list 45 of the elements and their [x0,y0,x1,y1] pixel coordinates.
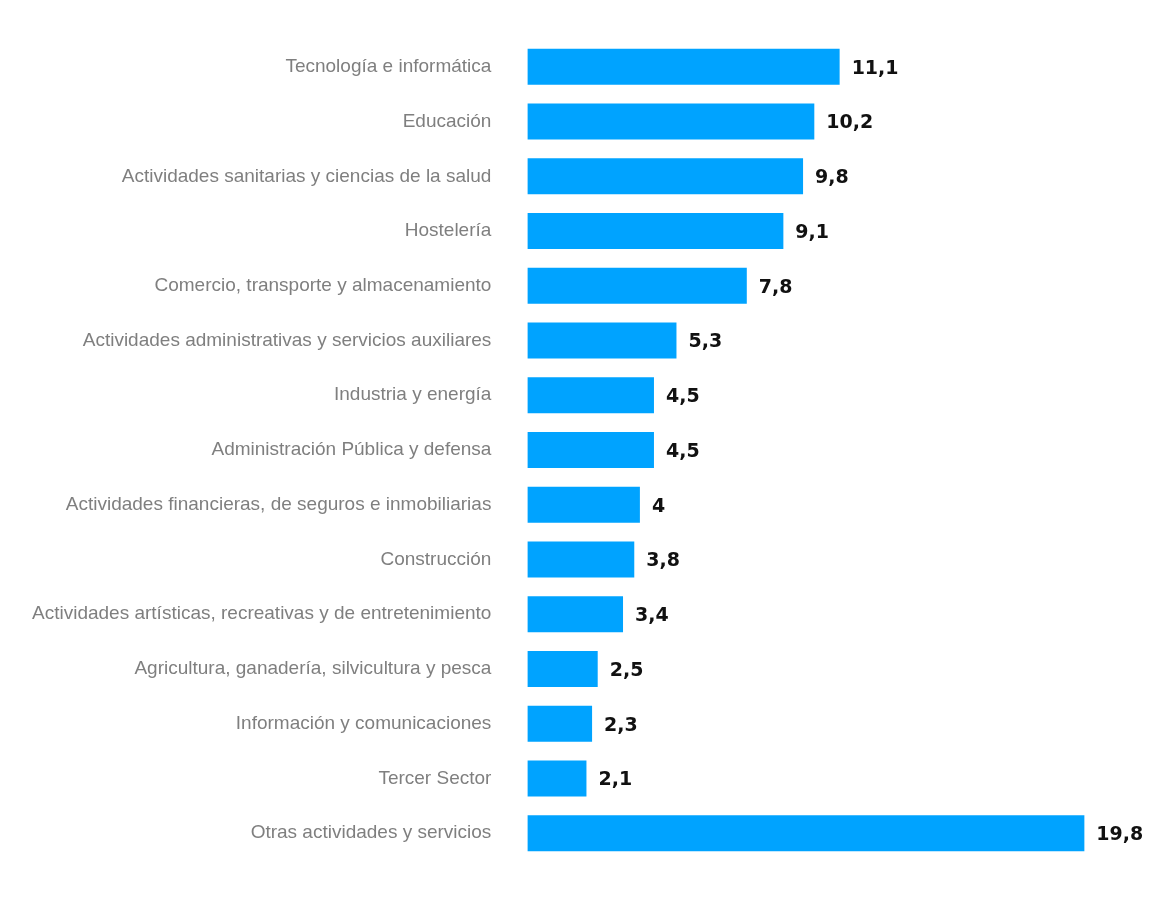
y-tick-label: Tercer Sector [378,766,493,788]
y-tick-label: Actividades financieras, de seguros e inmobiliarias [65,492,492,514]
bar [527,322,677,359]
data-label: 4 [651,493,666,516]
y-tick-label: Comercio, transporte y almacenamiento [154,273,492,295]
data-label: 4,5 [665,438,700,461]
data-label: 19,8 [1096,822,1144,845]
y-tick-label: Actividades artísticas, recreativas y de entretenimiento [31,602,492,624]
y-tick-label: Agricultura, ganadería, silvicultura y pesca [134,657,492,679]
y-tick-label: Información y comunicaciones [235,711,492,733]
y-tick-label: Construcción [380,547,492,569]
bar [527,760,587,797]
bar [527,486,640,523]
y-tick-label: Tecnología e informática [285,55,492,77]
y-tick-label: Hostelería [404,219,492,241]
y-tick-label: Administración Pública y defensa [211,438,492,460]
y-tick-label: Educación [402,109,492,131]
bar [527,815,1085,852]
bar [527,267,747,304]
data-label: 5,3 [688,329,723,352]
data-label: 7,8 [758,274,793,297]
data-label: 2,3 [604,712,638,735]
data-label: 3,8 [646,548,680,571]
bar [527,212,784,250]
data-label: 11,1 [851,55,899,78]
bar [527,158,804,195]
y-tick-label: Actividades administrativas y servicios auxiliares [82,328,492,350]
bar [527,103,815,140]
data-label: 4,5 [665,384,700,407]
y-tick-label: Otras actividades y servicios [250,821,492,843]
bar [527,596,624,633]
data-label: 2,5 [609,657,644,680]
data-label: 10,2 [826,110,874,133]
bar [527,650,598,688]
y-tick-label: Actividades sanitarias y ciencias de la salud [121,164,492,186]
bar [527,705,593,742]
data-label: 9,1 [795,219,830,242]
data-label: 9,8 [815,165,849,188]
bar [527,377,654,414]
y-tick-label: Industria y energía [334,383,492,405]
bar [527,48,840,85]
data-label: 2,1 [598,767,633,790]
bar [527,431,654,469]
bar [527,541,635,578]
data-label: 3,4 [635,603,669,626]
